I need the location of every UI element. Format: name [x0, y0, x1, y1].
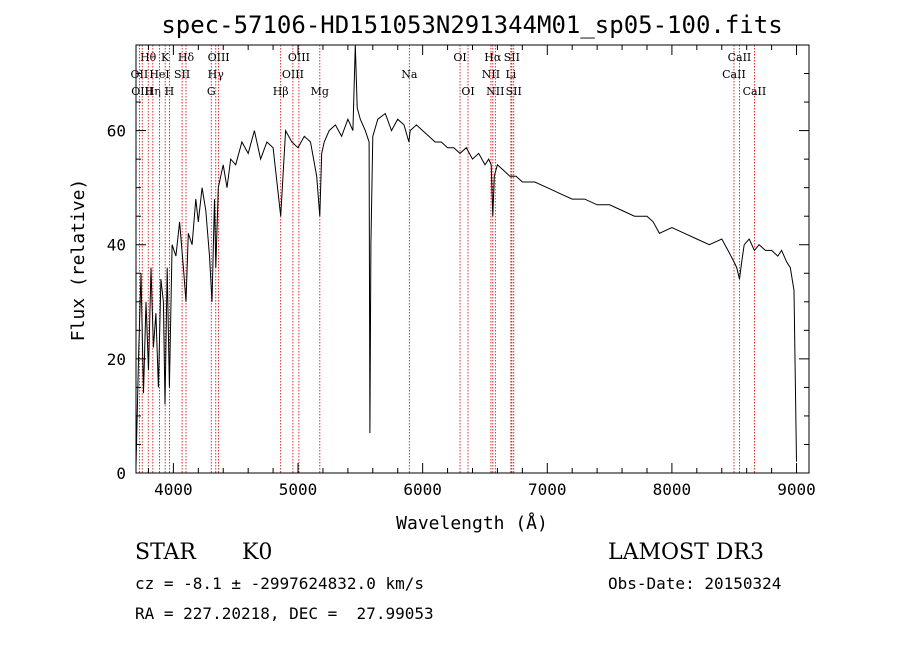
x-tick-label: 6000 — [403, 480, 442, 499]
line-marker-label: Hη — [145, 85, 161, 98]
y-tick-label: 40 — [107, 236, 126, 255]
object-subclass: K0 — [242, 540, 273, 565]
redshift-info: cz = -8.1 ± -2997624832.0 km/s — [135, 574, 424, 593]
chart-title: spec-57106-HD151053N291344M01_sp05-100.f… — [161, 11, 782, 39]
plot-frame — [135, 44, 810, 474]
line-marker-label: Na — [401, 68, 418, 81]
coordinates: RA = 227.20218, DEC = 27.99053 — [135, 604, 434, 623]
y-axis-label: Flux (relative) — [68, 179, 89, 342]
line-marker-label: OI — [461, 85, 474, 98]
x-tick-label: 7000 — [528, 480, 567, 499]
line-marker-label: Mg — [311, 85, 329, 98]
x-tick-label: 4000 — [154, 480, 193, 499]
survey-name: LAMOST DR3 — [608, 540, 764, 565]
line-marker-label: K — [161, 51, 170, 64]
line-marker-label: Li — [505, 68, 516, 81]
line-marker-label: OII — [131, 68, 149, 81]
line-marker-label: NII — [482, 68, 500, 81]
y-tick-label: 20 — [107, 350, 126, 369]
line-marker-label: Hα — [484, 51, 502, 64]
line-marker-label: OIII — [282, 68, 304, 81]
line-marker-label: CaII — [722, 68, 746, 81]
line-marker-label: CaII — [743, 85, 767, 98]
axis-ticks: 4000 5000 6000 7000 8000 9000 0 20 40 60 — [107, 45, 816, 499]
line-marker-label: SII — [506, 85, 522, 98]
line-marker-label: H — [165, 85, 175, 98]
line-marker-label: OI — [453, 51, 466, 64]
line-marker-label: HeI — [149, 68, 169, 81]
observation-date: Obs-Date: 20150324 — [608, 574, 782, 593]
line-marker-label: Hδ — [178, 51, 195, 64]
line-markers: HθOIIOIIIHηHeIKHSIIHδGHγOIIIHβOIIIOIIIMg… — [131, 45, 767, 473]
x-tick-label: 8000 — [653, 480, 692, 499]
y-tick-label: 0 — [116, 464, 126, 483]
line-marker-label: SII — [174, 68, 190, 81]
line-marker-label: Hγ — [208, 68, 225, 81]
line-marker-label: OIII — [208, 51, 230, 64]
y-tick-label: 60 — [107, 122, 126, 141]
line-marker-label: OIII — [288, 51, 310, 64]
line-marker-label: SII — [504, 51, 520, 64]
line-marker-label: Hβ — [273, 85, 289, 98]
spectrum-line — [135, 44, 797, 468]
object-class: STAR — [135, 540, 196, 565]
x-tick-label: 5000 — [279, 480, 318, 499]
x-axis-label: Wavelength (Å) — [396, 512, 548, 534]
line-marker-label: NII — [486, 85, 504, 98]
line-marker-label: G — [207, 85, 216, 98]
line-marker-label: OIII — [131, 85, 153, 98]
line-marker-label: CaII — [728, 51, 752, 64]
x-tick-label: 9000 — [777, 480, 816, 499]
